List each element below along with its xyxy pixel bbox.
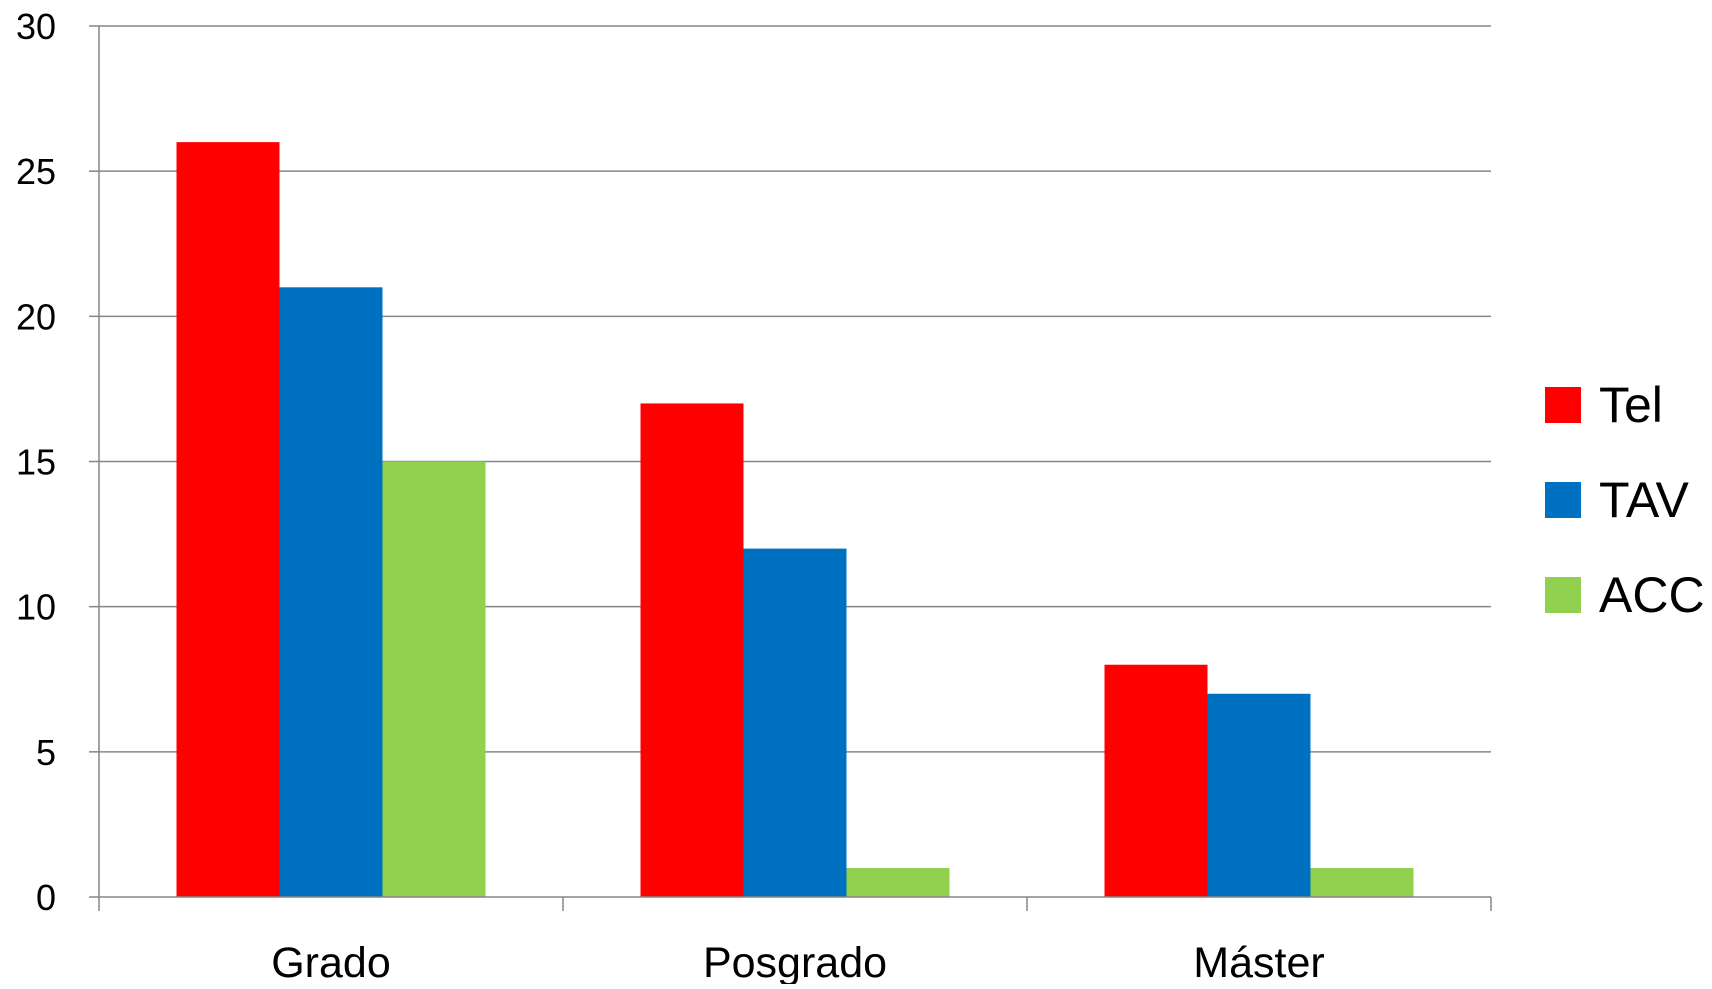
legend-swatch-tav (1545, 482, 1581, 518)
legend-label-acc: ACC (1599, 567, 1705, 623)
legend-label-tel: Tel (1599, 377, 1663, 433)
y-tick-label: 30 (16, 6, 56, 47)
legend-swatch-tel (1545, 387, 1581, 423)
bar-tav-1 (743, 548, 847, 897)
legend: Tel TAV ACC (1545, 377, 1705, 623)
bar-acc-0 (382, 461, 486, 897)
y-tick-label: 5 (36, 732, 56, 773)
bar-tav-2 (1207, 693, 1311, 897)
y-tick-label: 15 (16, 442, 56, 483)
axes (89, 25, 1492, 911)
bars (176, 142, 1414, 898)
x-category-label: Grado (271, 939, 391, 984)
legend-label-tav: TAV (1599, 472, 1689, 528)
bar-tav-0 (279, 287, 383, 897)
axis-labels: 0 5 10 15 20 25 30 Grado Posgrado Máster (16, 6, 1325, 987)
legend-swatch-acc (1545, 577, 1581, 613)
bar-acc-1 (846, 867, 950, 897)
bar-tel-2 (1104, 664, 1208, 897)
y-tick-label: 25 (16, 151, 56, 192)
bar-acc-2 (1310, 867, 1414, 897)
y-tick-label: 20 (16, 296, 56, 337)
bar-tel-1 (640, 403, 744, 897)
x-category-label: Posgrado (703, 939, 887, 984)
y-tick-label: 0 (36, 877, 56, 918)
x-category-label: Máster (1193, 939, 1324, 984)
bar-tel-0 (176, 142, 280, 898)
y-tick-label: 10 (16, 587, 56, 628)
